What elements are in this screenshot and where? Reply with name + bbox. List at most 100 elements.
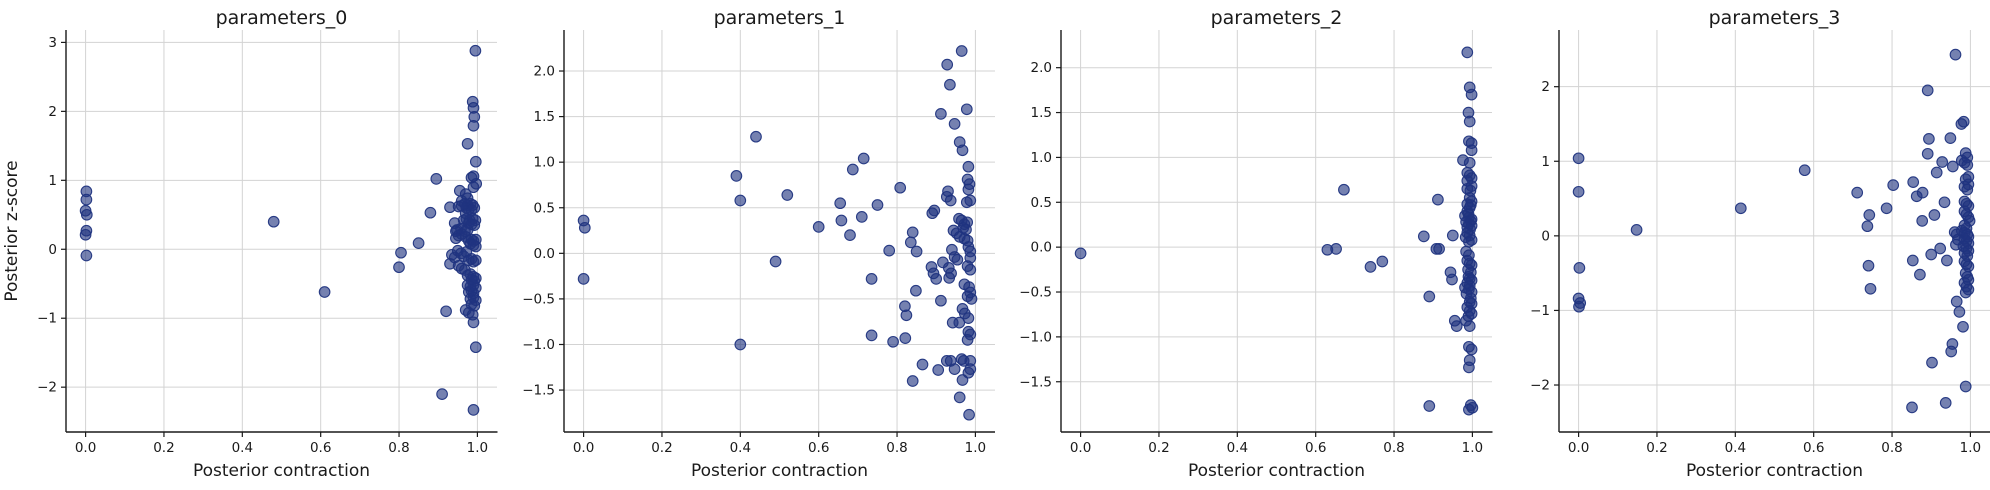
scatter-point [927,204,940,217]
scatter-point [1959,286,1972,299]
y-tick-label: −2 [37,380,57,396]
x-tick-label: 0.4 [1724,440,1745,456]
y-tick-label: −1.5 [1019,374,1052,390]
scatter-point [1074,247,1087,260]
scatter-point [1913,268,1926,281]
scatter-point [934,108,947,120]
x-tick-label: 0.0 [1567,440,1588,456]
y-tick-label: −0.5 [1019,285,1052,301]
scatter-point [1915,215,1928,227]
scatter-point [962,312,974,324]
scatter-point [467,181,480,194]
scatter-point [733,194,746,207]
scatter-point [963,363,976,375]
scatter-point [1463,320,1476,332]
panel-parameters-2: 0.0 0.2 0.4 0.6 0.8 1.0 −1.5 −1.0 −0.5 0.0 0.5 1.0 1… [1019,7,1493,481]
scatter-point [730,170,742,182]
scatter-point [1928,209,1940,221]
scatter-point [1630,224,1642,236]
scatter-point [931,364,944,376]
y-tick-label: 0.5 [533,200,554,216]
scatter-point [1798,164,1811,177]
scatter-point [1572,152,1584,165]
scatter-point [1465,234,1478,246]
scatter-point [1572,300,1585,313]
scatter-point [1957,115,1970,128]
scatter-point [469,44,482,57]
scatter-point [1935,156,1948,168]
scatter-point [1921,84,1934,97]
x-tick-label: 0.0 [75,440,96,456]
scatter-point [1924,248,1937,261]
scatter-point [812,221,825,233]
scatter-point [1930,166,1943,179]
scatter-point [1734,202,1747,215]
panel-title: parameters_1 [713,7,845,29]
y-tick-label: 0.0 [533,246,554,262]
y-tick-label: −1 [1530,303,1550,319]
scatter-point [865,329,877,342]
scatter-point [882,244,895,257]
scatter-point [1364,261,1377,273]
scatter-point [1423,290,1436,303]
x-axis-label: Posterior contraction [690,461,867,481]
scatter-point [956,144,968,157]
scatter-point [393,261,405,274]
scatter-point [1450,320,1463,332]
scatter-point [1423,400,1436,412]
y-tick-label: 0.5 [1031,195,1052,211]
scatter-point [1862,209,1875,221]
scatter-point [1465,343,1478,356]
scatter-point [846,163,859,176]
y-tick-label: −0.5 [522,291,555,307]
scatter-point [469,155,482,168]
scatter-point [1433,243,1445,255]
y-tick-label: 2.0 [533,64,554,80]
panel-parameters-3: 0.0 0.2 0.4 0.6 0.8 1.0 −2 −1 0 1 2 parameters_3 Pos… [1530,7,1990,481]
panel-title: parameters_0 [216,7,348,29]
scatter-point [962,183,974,196]
scatter-point [1916,186,1928,199]
scatter-point [1446,229,1459,242]
y-tick-label: 1 [48,173,57,189]
x-tick-label: 0.2 [1148,440,1169,456]
scatter-point [749,130,762,143]
scatter-point [843,229,856,241]
scatter-point [469,240,482,253]
scatter-point [965,293,977,305]
scatter-point [906,375,919,387]
scatter-point [412,237,425,249]
scatter-point [1463,115,1476,128]
scatter-point [1376,255,1389,268]
scatter-point [893,181,906,194]
y-tick-label: −1.0 [522,337,555,353]
scatter-point [1959,380,1972,393]
scatter-point [467,316,480,329]
scatter-point [395,246,407,259]
scatter-point [916,358,928,371]
scatter-point [1906,176,1919,188]
scatter-point [960,103,973,116]
scatter-series [1572,48,1975,414]
scatter-point [865,273,877,285]
scatter-point [1946,160,1959,173]
scatter-point [1960,159,1973,171]
scatter-point [424,206,437,219]
scatter-series [1074,46,1479,416]
scatter-point [1880,202,1892,215]
scatter-point [461,137,474,150]
y-tick-label: −1.0 [1019,329,1052,345]
scatter-point [1417,230,1430,243]
scatter-point [833,197,846,210]
scatter-point [469,254,482,267]
x-tick-label: 1.0 [467,440,488,456]
scatter-point [910,245,922,258]
scatter-point [900,309,912,322]
scatter-point [1465,144,1478,157]
scatter-point [440,305,452,318]
x-tick-label: 0.8 [1383,440,1404,456]
y-tick-label: 1.0 [533,155,554,171]
scatter-point [80,208,93,221]
y-tick-label: 1.5 [1031,105,1052,121]
